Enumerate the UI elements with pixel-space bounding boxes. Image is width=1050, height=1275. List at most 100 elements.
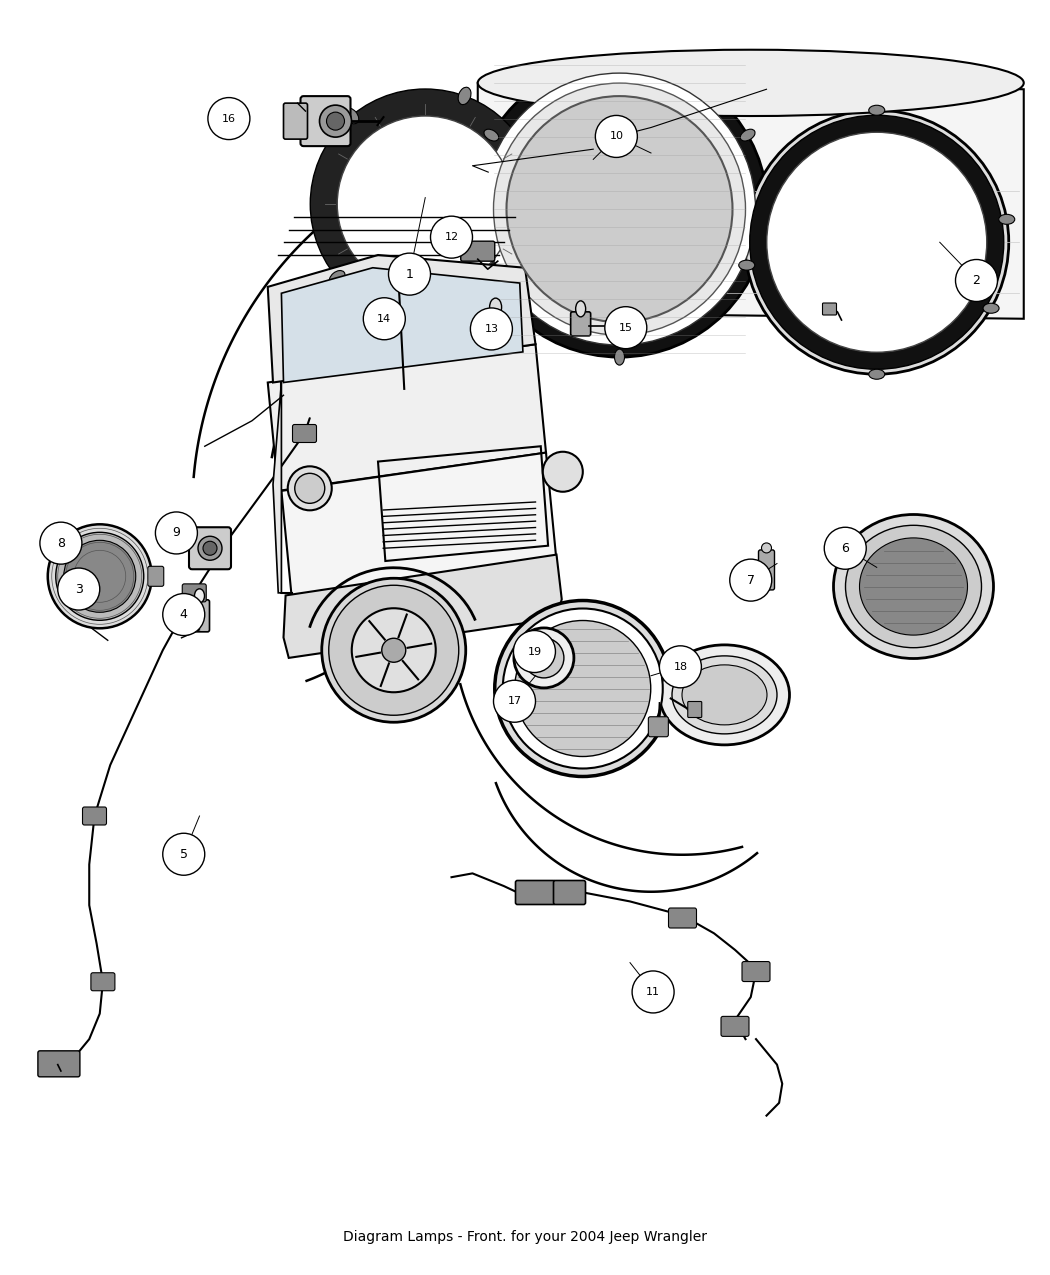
Circle shape: [495, 601, 671, 776]
Circle shape: [47, 524, 152, 629]
Circle shape: [824, 528, 866, 569]
Text: 18: 18: [673, 662, 688, 672]
Circle shape: [766, 133, 987, 352]
FancyBboxPatch shape: [91, 973, 114, 991]
FancyBboxPatch shape: [570, 312, 591, 335]
Ellipse shape: [659, 645, 790, 745]
Text: 12: 12: [444, 232, 459, 242]
Circle shape: [506, 96, 733, 323]
Ellipse shape: [344, 108, 359, 124]
Circle shape: [483, 73, 756, 346]
Text: 5: 5: [180, 848, 188, 861]
Circle shape: [40, 523, 82, 564]
Text: 16: 16: [222, 113, 236, 124]
FancyBboxPatch shape: [284, 103, 308, 139]
Ellipse shape: [860, 538, 967, 635]
Circle shape: [155, 513, 197, 553]
Circle shape: [198, 537, 222, 560]
Circle shape: [524, 638, 564, 678]
FancyBboxPatch shape: [742, 961, 770, 982]
Text: 8: 8: [57, 537, 65, 550]
FancyBboxPatch shape: [485, 311, 506, 339]
Text: 15: 15: [618, 323, 633, 333]
Circle shape: [327, 112, 344, 130]
FancyBboxPatch shape: [189, 528, 231, 569]
Circle shape: [632, 972, 674, 1012]
Ellipse shape: [672, 655, 777, 734]
Ellipse shape: [194, 589, 205, 603]
Circle shape: [329, 585, 459, 715]
Circle shape: [58, 569, 100, 609]
Polygon shape: [268, 344, 546, 491]
Ellipse shape: [489, 298, 502, 316]
Ellipse shape: [999, 214, 1014, 224]
Ellipse shape: [739, 260, 755, 270]
Circle shape: [363, 298, 405, 339]
Circle shape: [203, 542, 217, 555]
Circle shape: [388, 254, 430, 295]
Polygon shape: [281, 268, 523, 382]
FancyBboxPatch shape: [648, 717, 669, 737]
Circle shape: [543, 451, 583, 492]
Ellipse shape: [575, 301, 586, 317]
Text: 11: 11: [646, 987, 660, 997]
FancyBboxPatch shape: [516, 881, 555, 904]
Ellipse shape: [682, 664, 766, 725]
Circle shape: [288, 467, 332, 510]
Ellipse shape: [484, 129, 499, 142]
FancyBboxPatch shape: [688, 701, 701, 718]
Text: 6: 6: [841, 542, 849, 555]
Text: 3: 3: [75, 583, 83, 595]
Circle shape: [208, 98, 250, 139]
Circle shape: [471, 61, 768, 357]
Ellipse shape: [614, 349, 625, 365]
Circle shape: [295, 473, 324, 504]
FancyBboxPatch shape: [553, 881, 586, 904]
Circle shape: [163, 834, 205, 875]
Polygon shape: [268, 255, 536, 382]
Text: 9: 9: [172, 527, 181, 539]
Circle shape: [605, 307, 647, 348]
FancyBboxPatch shape: [758, 550, 775, 590]
Circle shape: [513, 627, 574, 688]
Circle shape: [56, 532, 144, 621]
Polygon shape: [478, 83, 1024, 319]
Circle shape: [595, 116, 637, 157]
Ellipse shape: [761, 543, 772, 553]
Circle shape: [337, 116, 513, 292]
Circle shape: [430, 217, 473, 258]
Ellipse shape: [868, 370, 885, 379]
Text: 4: 4: [180, 608, 188, 621]
Circle shape: [494, 83, 746, 335]
FancyBboxPatch shape: [822, 303, 837, 315]
Ellipse shape: [983, 303, 999, 314]
Ellipse shape: [868, 106, 885, 115]
Text: Diagram Lamps - Front. for your 2004 Jeep Wrangler: Diagram Lamps - Front. for your 2004 Jee…: [343, 1230, 707, 1243]
Ellipse shape: [845, 525, 982, 648]
Circle shape: [470, 309, 512, 349]
FancyBboxPatch shape: [183, 584, 206, 602]
FancyBboxPatch shape: [721, 1016, 749, 1037]
Ellipse shape: [740, 129, 755, 142]
Circle shape: [730, 560, 772, 601]
Text: 2: 2: [972, 274, 981, 287]
Text: 13: 13: [484, 324, 499, 334]
FancyBboxPatch shape: [189, 599, 210, 632]
FancyBboxPatch shape: [83, 807, 106, 825]
Circle shape: [163, 594, 205, 635]
Text: 14: 14: [377, 314, 392, 324]
Circle shape: [956, 260, 997, 301]
Ellipse shape: [458, 303, 471, 321]
Circle shape: [659, 646, 701, 687]
Ellipse shape: [834, 515, 993, 658]
Polygon shape: [284, 555, 562, 658]
Ellipse shape: [478, 50, 1024, 116]
Circle shape: [494, 681, 536, 722]
Circle shape: [321, 579, 466, 722]
Circle shape: [352, 608, 436, 692]
Text: 1: 1: [405, 268, 414, 280]
Ellipse shape: [458, 87, 471, 105]
Circle shape: [514, 621, 651, 756]
Text: 19: 19: [527, 646, 542, 657]
Circle shape: [382, 639, 405, 662]
